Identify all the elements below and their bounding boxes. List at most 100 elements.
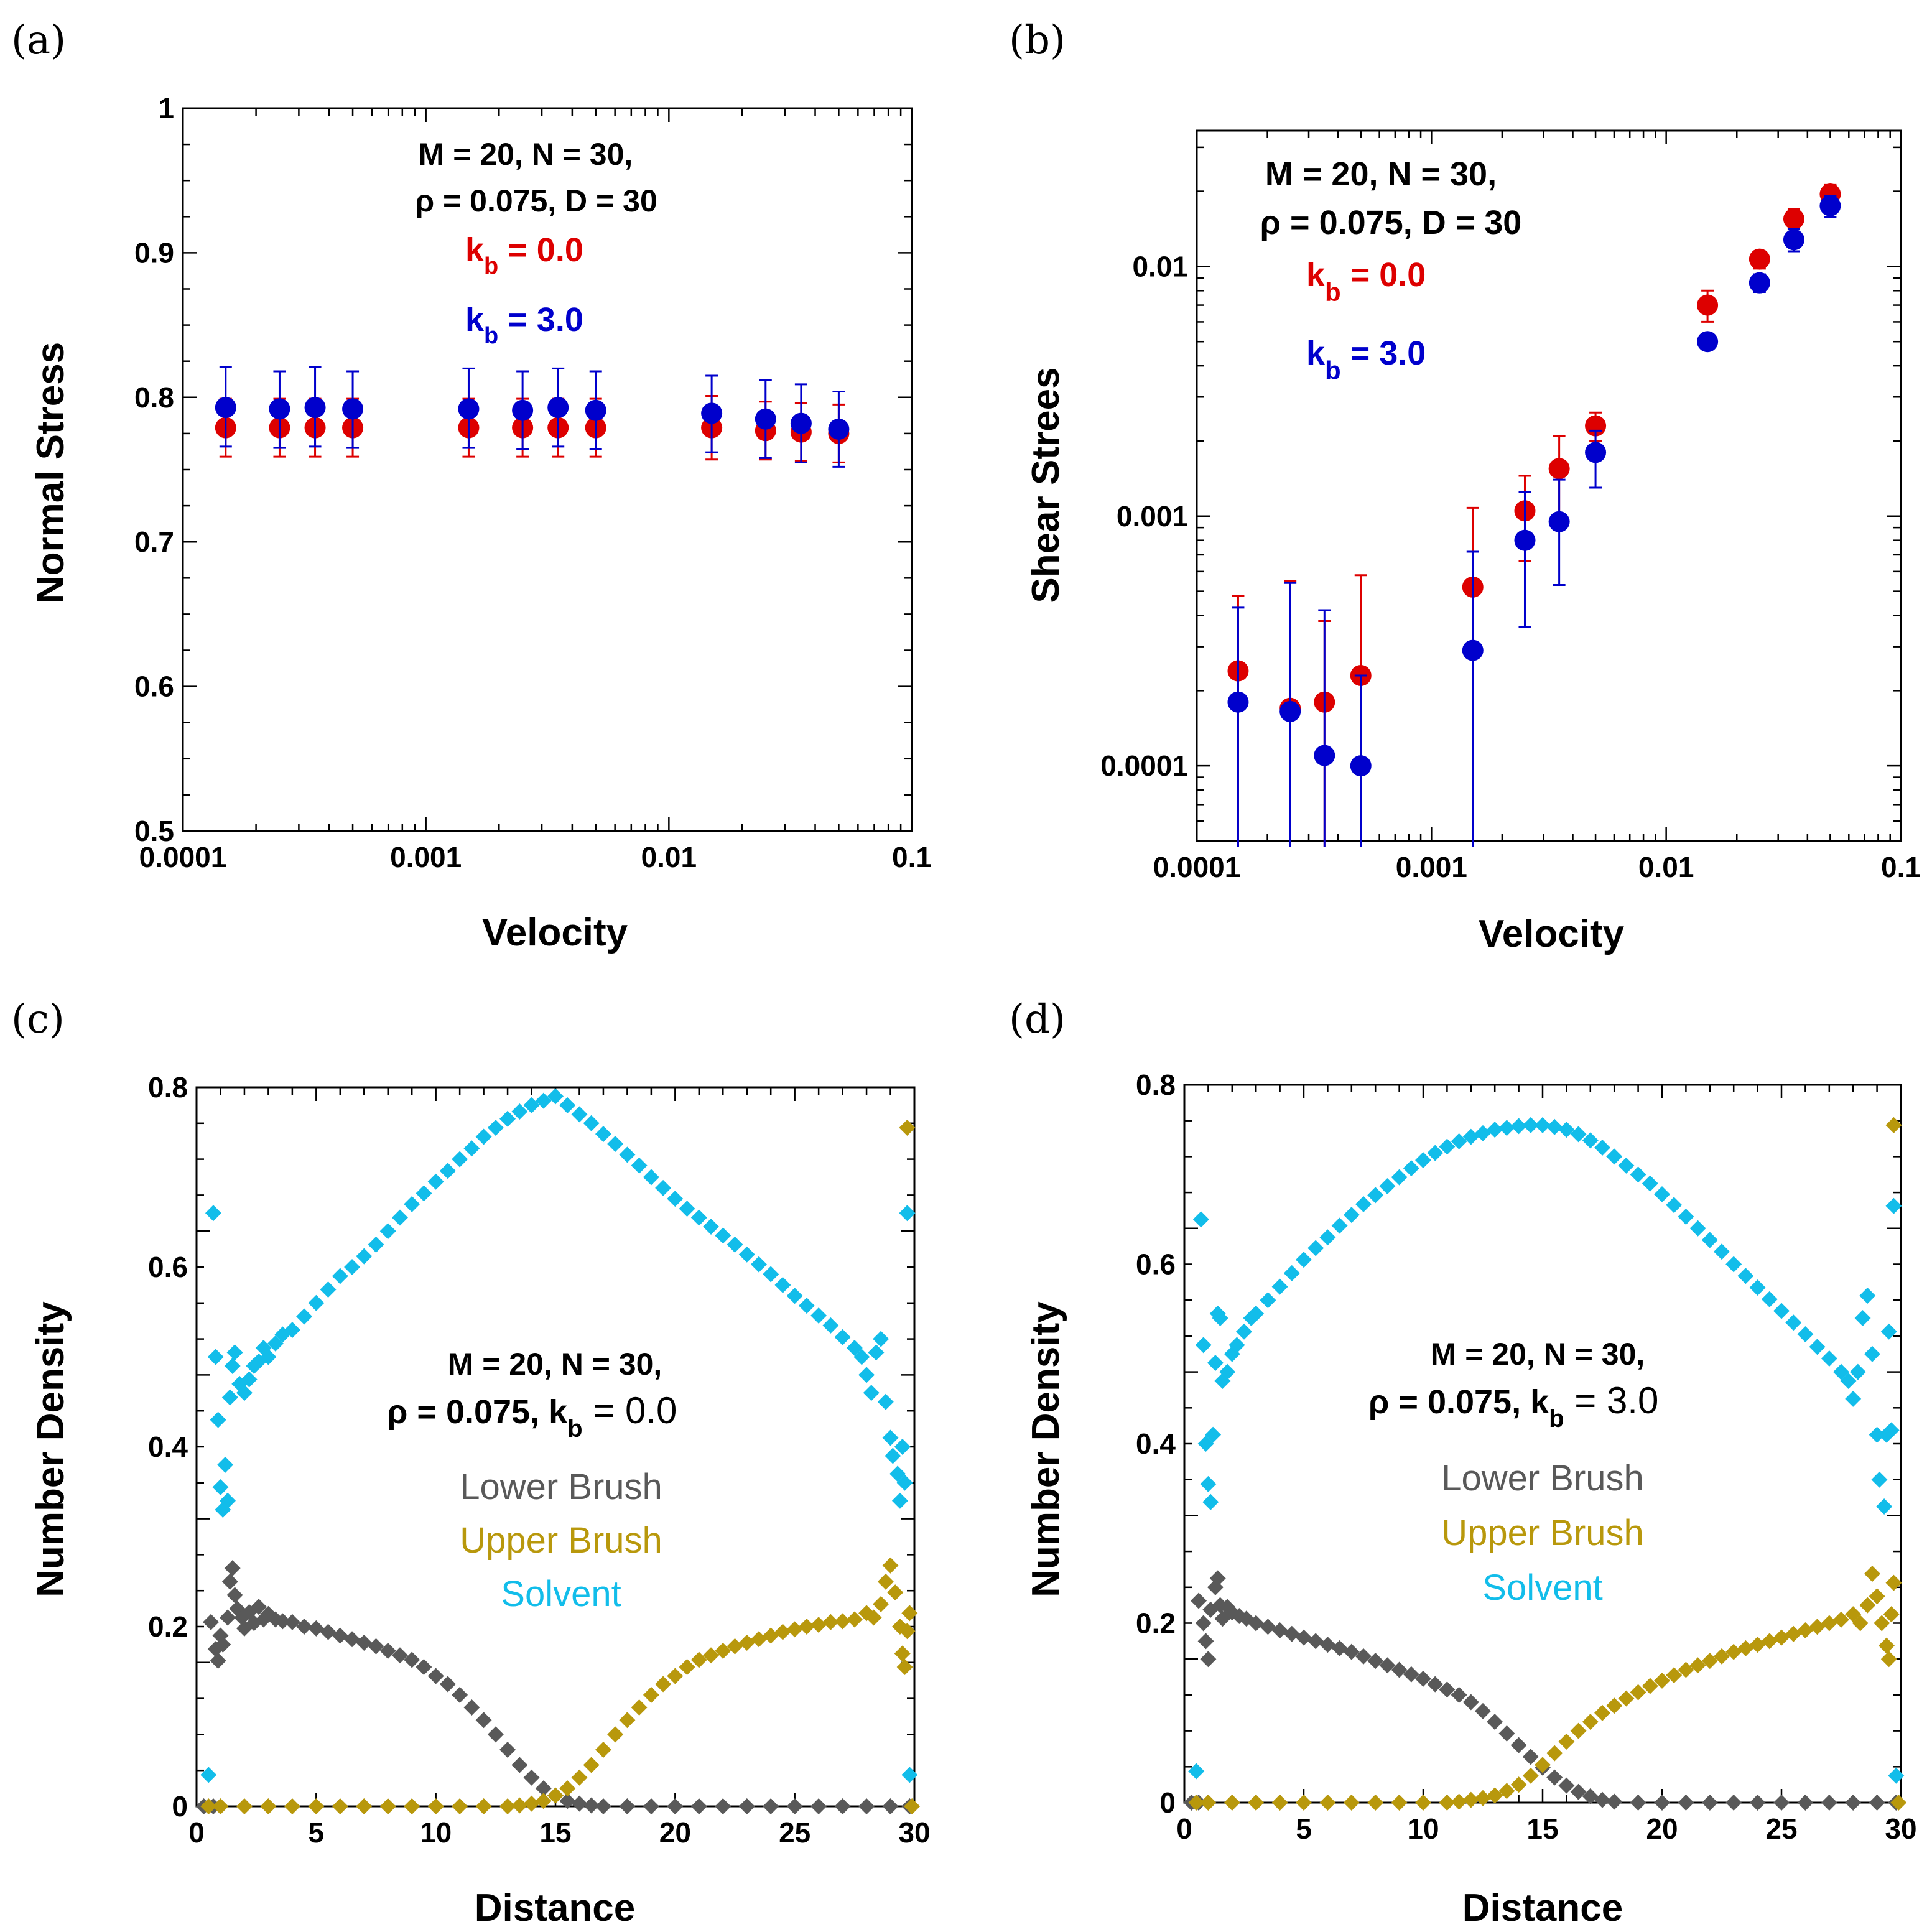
data-point — [1188, 1763, 1205, 1780]
series-k-b-3-0-b — [1227, 195, 1841, 847]
data-point — [1296, 1795, 1312, 1811]
data-point — [619, 1712, 636, 1729]
data-point — [274, 1613, 291, 1630]
data-point — [1606, 1148, 1623, 1165]
data-point — [1391, 1661, 1408, 1678]
data-point — [858, 1367, 875, 1383]
data-point — [1236, 1323, 1252, 1340]
data-point — [1475, 1125, 1491, 1141]
data-point — [877, 1573, 894, 1590]
data-layer-a — [215, 366, 850, 468]
data-point — [1343, 1207, 1360, 1224]
y-tick-label-a: 0.8 — [134, 381, 174, 414]
x-tick-label-c: 20 — [659, 1816, 691, 1849]
data-point — [1785, 1314, 1802, 1331]
data-point — [547, 1787, 564, 1804]
data-point — [1885, 1574, 1902, 1591]
data-point — [200, 1767, 217, 1783]
data-point — [511, 1797, 528, 1814]
y-tick-label-b: 0.001 — [1117, 500, 1188, 532]
x-axis-title-d: Distance — [1462, 1887, 1623, 1930]
data-point — [1191, 1592, 1207, 1609]
data-point — [703, 1647, 720, 1664]
data-point — [583, 1797, 600, 1814]
data-point — [1279, 700, 1301, 722]
data-point — [1200, 1651, 1217, 1668]
plot-area-c: 0 5 10 15 20 25 30 0 0.2 0.4 0.6 0.8 — [148, 1071, 931, 1849]
data-point — [320, 1623, 337, 1640]
data-point — [535, 1793, 552, 1809]
data-point — [1212, 1310, 1228, 1327]
data-point — [475, 1712, 492, 1729]
data-point — [1296, 1629, 1312, 1646]
data-point — [332, 1627, 348, 1644]
data-point — [571, 1106, 588, 1123]
data-point — [619, 1798, 636, 1814]
y-tick-label-a: 0.7 — [134, 526, 174, 558]
x-tick-label-c: 30 — [898, 1816, 930, 1849]
data-point — [427, 1173, 444, 1190]
x-axis-title-c: Distance — [475, 1887, 635, 1930]
series-k-b-3-0-a — [215, 366, 850, 468]
data-point — [1498, 1725, 1515, 1742]
data-point — [1864, 1566, 1880, 1582]
data-point — [260, 1798, 277, 1814]
data-point — [834, 1613, 851, 1630]
data-point — [344, 1259, 361, 1275]
data-point — [1558, 1122, 1575, 1138]
data-point — [643, 1686, 659, 1703]
data-point — [308, 1294, 325, 1311]
data-point — [1558, 1777, 1575, 1794]
data-point — [1219, 1363, 1236, 1380]
annotation-line1-c: M = 20, N = 30, — [448, 1347, 662, 1382]
data-point — [1701, 1232, 1718, 1248]
plot-area-b: 0.0001 0.001 0.01 0.1 0.0001 0.001 0.01 — [1100, 129, 1921, 883]
data-point — [1439, 1795, 1456, 1811]
data-point — [810, 1307, 827, 1324]
data-point — [1522, 1117, 1539, 1133]
data-point — [200, 1798, 217, 1814]
data-point — [1403, 1666, 1419, 1683]
legend-upper-brush-c: Upper Brush — [460, 1520, 662, 1561]
data-point — [738, 1246, 755, 1263]
data-point — [655, 1179, 672, 1196]
data-point — [690, 1209, 707, 1226]
data-point — [1845, 1390, 1862, 1407]
data-point — [1228, 1337, 1245, 1354]
data-point — [356, 1798, 373, 1814]
data-point — [1462, 1694, 1479, 1711]
data-point — [221, 1389, 238, 1406]
panel-letter-c: (c) — [11, 996, 65, 1043]
data-point — [1773, 1303, 1790, 1319]
data-point — [1890, 1795, 1907, 1811]
data-point — [217, 1456, 234, 1473]
data-point — [215, 1636, 231, 1653]
data-point — [1880, 1651, 1897, 1668]
data-point — [1885, 1197, 1902, 1214]
data-point — [1761, 1633, 1778, 1650]
data-point — [210, 1652, 226, 1669]
data-point — [1307, 1633, 1324, 1650]
data-point — [899, 1205, 916, 1222]
data-point — [404, 1798, 420, 1814]
data-point — [404, 1196, 420, 1212]
data-point — [1548, 458, 1570, 480]
data-point — [899, 1120, 916, 1136]
y-tick-label-a: 0.9 — [134, 236, 174, 269]
data-point — [1840, 1373, 1857, 1390]
data-point — [452, 1686, 468, 1703]
data-point — [1195, 1615, 1212, 1632]
data-point — [701, 402, 723, 424]
data-point — [215, 397, 236, 419]
data-point — [738, 1635, 755, 1651]
data-point — [416, 1659, 432, 1676]
legend-upper-brush-d: Upper Brush — [1441, 1513, 1644, 1553]
data-point — [1697, 331, 1719, 353]
data-point — [891, 1492, 908, 1509]
data-point — [750, 1256, 767, 1273]
plot-frame-b — [1196, 129, 1902, 842]
data-point — [834, 1329, 851, 1345]
data-point — [607, 1136, 624, 1153]
data-point — [1697, 294, 1719, 316]
